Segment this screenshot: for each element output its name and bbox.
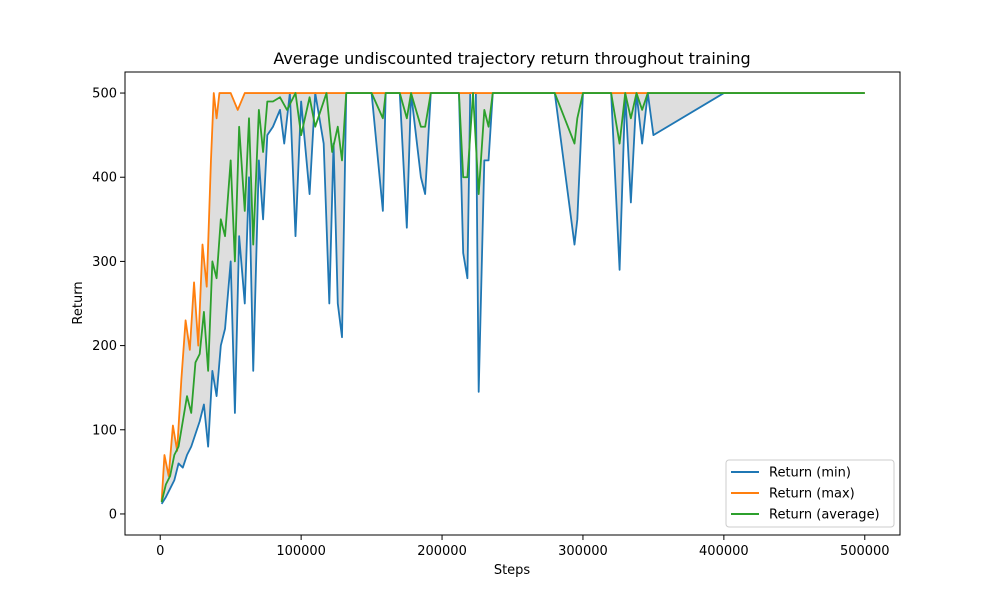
y-tick-label: 200 (92, 339, 117, 354)
x-axis-label: Steps (494, 563, 531, 578)
y-tick-label: 0 (109, 507, 117, 522)
legend-box (725, 459, 895, 528)
x-axis: 0 100000 200000 300000 400000 500000 (156, 535, 890, 559)
plot-frame (124, 71, 901, 536)
min-max-band (161, 93, 865, 504)
x-tick-label: 200000 (417, 544, 467, 559)
y-axis-label: Return (71, 281, 86, 324)
series-lines (160, 92, 865, 505)
series-line-2 (160, 92, 865, 503)
plot-area (124, 71, 901, 536)
y-tick-label: 100 (92, 423, 117, 438)
y-tick-label: 500 (92, 87, 117, 102)
series-line-0 (160, 92, 865, 505)
y-axis: 0 100 200 300 400 500 (92, 87, 125, 522)
x-tick-label: 500000 (840, 544, 890, 559)
x-tick-label: 300000 (558, 544, 608, 559)
chart-title: Average undiscounted trajectory return t… (273, 49, 750, 68)
y-tick-label: 300 (92, 255, 117, 270)
x-tick-label: 100000 (276, 544, 326, 559)
legend: Return (min) Return (max) Return (average) (725, 459, 895, 528)
y-tick-label: 400 (92, 171, 117, 186)
legend-label-1: Return (max) (769, 487, 855, 502)
legend-label-2: Return (average) (769, 508, 880, 523)
legend-label-0: Return (min) (769, 466, 851, 481)
x-tick-label: 400000 (699, 544, 749, 559)
min-max-band-area (161, 93, 865, 504)
x-tick-label: 0 (156, 544, 164, 559)
